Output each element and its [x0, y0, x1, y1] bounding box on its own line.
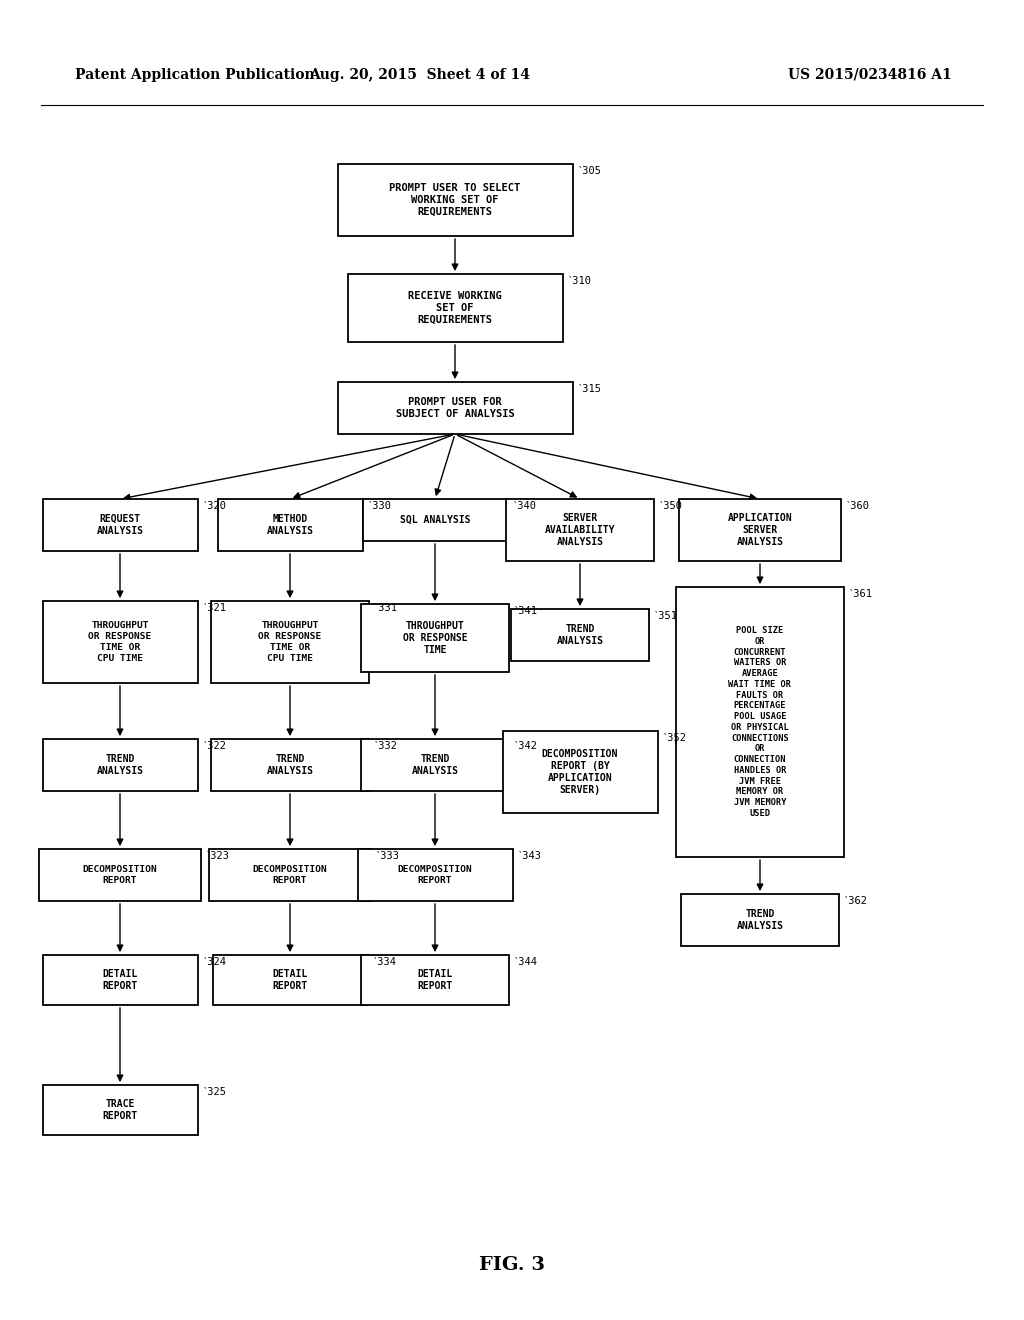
- Bar: [43, 739, 198, 791]
- Text: ‵344: ‵344: [513, 957, 538, 968]
- Text: ‵322: ‵322: [202, 741, 226, 751]
- Text: ‵315: ‵315: [577, 384, 601, 393]
- Text: DECOMPOSITION
REPORT: DECOMPOSITION REPORT: [397, 865, 472, 884]
- Bar: [503, 731, 657, 813]
- Bar: [209, 849, 371, 902]
- Text: ‵305: ‵305: [577, 166, 601, 176]
- Text: DETAIL
REPORT: DETAIL REPORT: [102, 969, 137, 991]
- Bar: [361, 605, 509, 672]
- Text: ‵343: ‵343: [516, 851, 542, 861]
- Text: ‵321: ‵321: [202, 603, 226, 612]
- Bar: [681, 894, 839, 946]
- Text: APPLICATION
SERVER
ANALYSIS: APPLICATION SERVER ANALYSIS: [728, 513, 793, 546]
- Text: DECOMPOSITION
REPORT (BY
APPLICATION
SERVER): DECOMPOSITION REPORT (BY APPLICATION SER…: [542, 748, 618, 795]
- Text: ‵362: ‵362: [843, 896, 868, 906]
- Text: ‵310: ‵310: [566, 276, 592, 286]
- Text: ‵331: ‵331: [373, 603, 398, 612]
- Bar: [347, 275, 562, 342]
- Text: TREND
ANALYSIS: TREND ANALYSIS: [556, 624, 603, 645]
- Text: THROUGHPUT
OR RESPONSE
TIME: THROUGHPUT OR RESPONSE TIME: [402, 620, 467, 655]
- Text: PROMPT USER TO SELECT
WORKING SET OF
REQUIREMENTS: PROMPT USER TO SELECT WORKING SET OF REQ…: [389, 183, 520, 216]
- Text: ‵334: ‵334: [372, 957, 396, 968]
- Bar: [338, 164, 572, 236]
- Bar: [43, 499, 198, 550]
- Text: DETAIL
REPORT: DETAIL REPORT: [272, 969, 307, 991]
- Text: ‵330: ‵330: [367, 502, 391, 511]
- Bar: [361, 739, 509, 791]
- Bar: [338, 381, 572, 434]
- Text: DETAIL
REPORT: DETAIL REPORT: [418, 969, 453, 991]
- Bar: [43, 1085, 198, 1135]
- Text: DECOMPOSITION
REPORT: DECOMPOSITION REPORT: [83, 865, 158, 884]
- Text: ‵333: ‵333: [375, 851, 400, 861]
- Text: TRACE
REPORT: TRACE REPORT: [102, 1100, 137, 1121]
- Text: SERVER
AVAILABILITY
ANALYSIS: SERVER AVAILABILITY ANALYSIS: [545, 513, 615, 546]
- Bar: [676, 587, 844, 857]
- Text: TREND
ANALYSIS: TREND ANALYSIS: [736, 909, 783, 931]
- Text: REQUEST
ANALYSIS: REQUEST ANALYSIS: [96, 513, 143, 536]
- Text: TREND
ANALYSIS: TREND ANALYSIS: [96, 754, 143, 776]
- Text: ‵324: ‵324: [202, 957, 226, 968]
- Text: ‵351: ‵351: [653, 611, 678, 620]
- Text: ‵340: ‵340: [512, 502, 537, 511]
- Text: ‵323: ‵323: [205, 851, 230, 861]
- Text: Aug. 20, 2015  Sheet 4 of 14: Aug. 20, 2015 Sheet 4 of 14: [309, 69, 530, 82]
- Text: ‵352: ‵352: [662, 733, 686, 743]
- Bar: [213, 954, 368, 1005]
- Text: PROMPT USER FOR
SUBJECT OF ANALYSIS: PROMPT USER FOR SUBJECT OF ANALYSIS: [395, 397, 514, 418]
- Text: FIG. 3: FIG. 3: [479, 1257, 545, 1274]
- Text: ‵350: ‵350: [658, 502, 683, 511]
- Text: THROUGHPUT
OR RESPONSE
TIME OR
CPU TIME: THROUGHPUT OR RESPONSE TIME OR CPU TIME: [88, 622, 152, 663]
- Bar: [362, 499, 508, 541]
- Text: ‵361: ‵361: [848, 589, 873, 599]
- Text: TREND
ANALYSIS: TREND ANALYSIS: [412, 754, 459, 776]
- Text: Patent Application Publication: Patent Application Publication: [75, 69, 314, 82]
- Text: RECEIVE WORKING
SET OF
REQUIREMENTS: RECEIVE WORKING SET OF REQUIREMENTS: [409, 290, 502, 325]
- Bar: [43, 601, 198, 682]
- Bar: [43, 954, 198, 1005]
- Bar: [506, 499, 654, 561]
- Bar: [211, 601, 369, 682]
- Bar: [679, 499, 841, 561]
- Bar: [511, 609, 649, 661]
- Text: THROUGHPUT
OR RESPONSE
TIME OR
CPU TIME: THROUGHPUT OR RESPONSE TIME OR CPU TIME: [258, 622, 322, 663]
- Bar: [357, 849, 512, 902]
- Bar: [217, 499, 362, 550]
- Text: US 2015/0234816 A1: US 2015/0234816 A1: [788, 69, 952, 82]
- Text: ‵341: ‵341: [513, 606, 538, 616]
- Bar: [39, 849, 201, 902]
- Text: SQL ANALYSIS: SQL ANALYSIS: [399, 515, 470, 525]
- Text: ‵320: ‵320: [202, 502, 226, 511]
- Text: ‵360: ‵360: [845, 502, 870, 511]
- Text: TREND
ANALYSIS: TREND ANALYSIS: [266, 754, 313, 776]
- Text: DECOMPOSITION
REPORT: DECOMPOSITION REPORT: [253, 865, 328, 884]
- Text: ‵342: ‵342: [513, 741, 538, 751]
- Text: POOL SIZE
OR
CONCURRENT
WAITERS OR
AVERAGE
WAIT TIME OR
FAULTS OR
PERCENTAGE
POO: POOL SIZE OR CONCURRENT WAITERS OR AVERA…: [728, 626, 792, 818]
- Text: ‵332: ‵332: [373, 741, 398, 751]
- Text: ‵325: ‵325: [202, 1086, 226, 1097]
- Bar: [211, 739, 369, 791]
- Bar: [361, 954, 509, 1005]
- Text: METHOD
ANALYSIS: METHOD ANALYSIS: [266, 513, 313, 536]
